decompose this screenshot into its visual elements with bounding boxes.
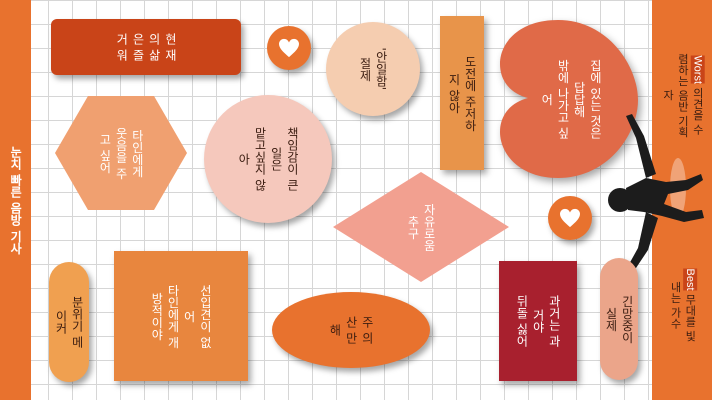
past-box: 과거는 과거야 뒤돌 싫어: [499, 261, 577, 381]
big-circle-text: 책임감이 큰 일은 맡고싶지 않아: [236, 127, 300, 191]
big-circle: 책임감이 큰 일은 맡고싶지 않아: [204, 95, 332, 223]
present-life-box: 현 재 의 삶 은 즐 거 워: [51, 19, 241, 75]
peach-circle: '안일함' 절제: [326, 22, 420, 116]
heart-badge-top: [267, 26, 311, 70]
diamond-shape: 자유로움 추구: [333, 172, 509, 282]
distracted-text: 주 의 산 만 해: [327, 316, 375, 344]
heart-icon: [279, 38, 299, 58]
worst-label: Worst: [690, 55, 705, 84]
peach-circle-text: '안일함' 절제: [358, 47, 389, 91]
left-banner: 눈치 빠른 음방 기사: [0, 0, 31, 400]
ready-text: 긴망중이 실제: [604, 295, 635, 343]
mood-maker-bubble: 분위기 메이커: [49, 262, 89, 382]
challenge-text: 도전에 주저하지 않아: [447, 55, 478, 131]
mood-maker-text: 분위기 메이커: [54, 296, 85, 348]
best-text: 무대를 빛내는 가수: [669, 281, 697, 342]
dancer-figure: [608, 114, 704, 268]
hexagon-text: 타인에게 웃음을 주고 싶어: [97, 127, 145, 179]
worst-block: Worst 의견을 수렴하는 음반 기획자: [652, 10, 712, 180]
heart-text-holder: 집에 있는 것은 답답해 밖에 나가고 싶어: [498, 14, 644, 184]
present-life-text: 현 재 의 삶 은 즐 거 워: [114, 33, 178, 61]
openness-text: 선입견이 없어 타인에게 개방적이야: [149, 284, 213, 348]
best-label: Best: [682, 268, 697, 291]
diamond-text: 자유로움 추구: [406, 203, 437, 251]
heart-text: 집에 있는 것은 답답해 밖에 나가고 싶어: [539, 59, 603, 139]
worst-caption: Worst 의견을 수렴하는 음반 기획자: [660, 53, 705, 138]
hexagon-shape: 타인에게 웃음을 주고 싶어: [55, 96, 187, 210]
heart-icon: [560, 208, 580, 228]
openness-square: 선입견이 없어 타인에게 개방적이야: [114, 251, 248, 381]
ready-pill: 긴망중이 실제: [600, 258, 638, 380]
worst-text: 의견을 수렴하는 음반 기획자: [661, 53, 705, 137]
big-heart-shape: [500, 20, 638, 178]
challenge-box: 도전에 주저하지 않아: [440, 16, 484, 170]
past-text: 과거는 과거야 뒤돌 싫어: [514, 295, 562, 347]
best-block: Best 무대를 빛내는 가수: [652, 230, 712, 380]
distracted-ellipse: 주 의 산 만 해: [272, 292, 430, 368]
left-banner-text: 눈치 빠른 음방 기사: [8, 145, 23, 255]
heart-badge-middle: [548, 196, 592, 240]
best-caption: Best 무대를 빛내는 가수: [667, 268, 697, 343]
